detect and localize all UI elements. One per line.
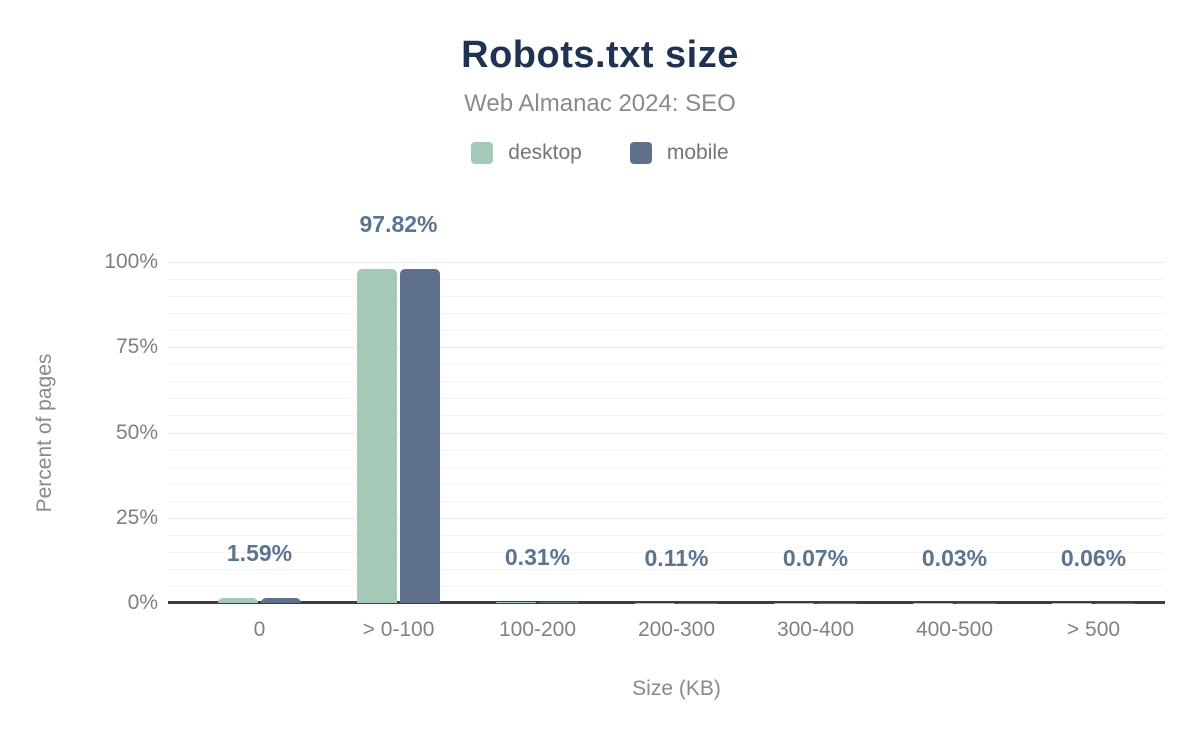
minor-gridline: [168, 467, 1165, 468]
bar-desktop: [218, 597, 258, 603]
y-tick-label: 25%: [115, 506, 158, 529]
x-tick-label: 100-200: [498, 618, 577, 641]
x-tick-label: 200-300: [637, 618, 716, 641]
x-axis-line: [168, 601, 1165, 604]
minor-gridline: [168, 586, 1165, 587]
minor-gridline: [168, 569, 1165, 570]
x-tick-label: > 500: [1066, 618, 1121, 641]
minor-gridline: [168, 501, 1165, 502]
minor-gridline: [168, 313, 1165, 314]
bar-desktop: [357, 269, 397, 603]
minor-gridline: [168, 279, 1165, 280]
x-tick-label: > 0-100: [362, 618, 435, 641]
bar-desktop: [496, 601, 536, 603]
legend-label-mobile: mobile: [666, 141, 729, 164]
major-gridline: [168, 347, 1165, 348]
data-label: 0.06%: [1060, 545, 1127, 571]
major-gridline: [168, 433, 1165, 434]
legend-item-desktop: desktop: [471, 141, 582, 165]
major-gridline: [168, 262, 1165, 263]
y-tick-label: 75%: [115, 335, 158, 358]
chart-title: Robots.txt size: [461, 34, 739, 76]
bar-mobile: [400, 269, 440, 603]
x-tick-label: 0: [253, 618, 266, 641]
minor-gridline: [168, 535, 1165, 536]
minor-gridline: [168, 381, 1165, 382]
minor-gridline: [168, 398, 1165, 399]
bar-mobile: [261, 597, 301, 603]
legend-item-mobile: mobile: [629, 141, 729, 165]
x-tick-label: 300-400: [776, 618, 855, 641]
minor-gridline: [168, 296, 1165, 297]
y-tick-label: 100%: [104, 250, 158, 273]
data-label: 97.82%: [359, 211, 438, 237]
data-label: 0.11%: [644, 545, 709, 571]
bar-mobile: [539, 601, 579, 603]
chart-subtitle: Web Almanac 2024: SEO: [464, 90, 736, 117]
y-tick-label: 50%: [115, 421, 158, 444]
x-axis-title: Size (KB): [632, 677, 721, 700]
legend: desktop mobile: [0, 141, 1200, 165]
legend-label-desktop: desktop: [508, 141, 582, 164]
minor-gridline: [168, 552, 1165, 553]
x-tick-label: 400-500: [915, 618, 994, 641]
data-label: 0.31%: [504, 544, 571, 570]
major-gridline: [168, 518, 1165, 519]
minor-gridline: [168, 484, 1165, 485]
minor-gridline: [168, 364, 1165, 365]
desktop-swatch-icon: [471, 142, 494, 164]
minor-gridline: [168, 330, 1165, 331]
data-label: 0.07%: [782, 545, 849, 571]
y-tick-label: 0%: [127, 591, 158, 614]
minor-gridline: [168, 415, 1165, 416]
data-label: 0.03%: [921, 545, 988, 571]
data-label: 1.59%: [226, 540, 293, 566]
minor-gridline: [168, 450, 1165, 451]
mobile-swatch-icon: [629, 142, 652, 164]
